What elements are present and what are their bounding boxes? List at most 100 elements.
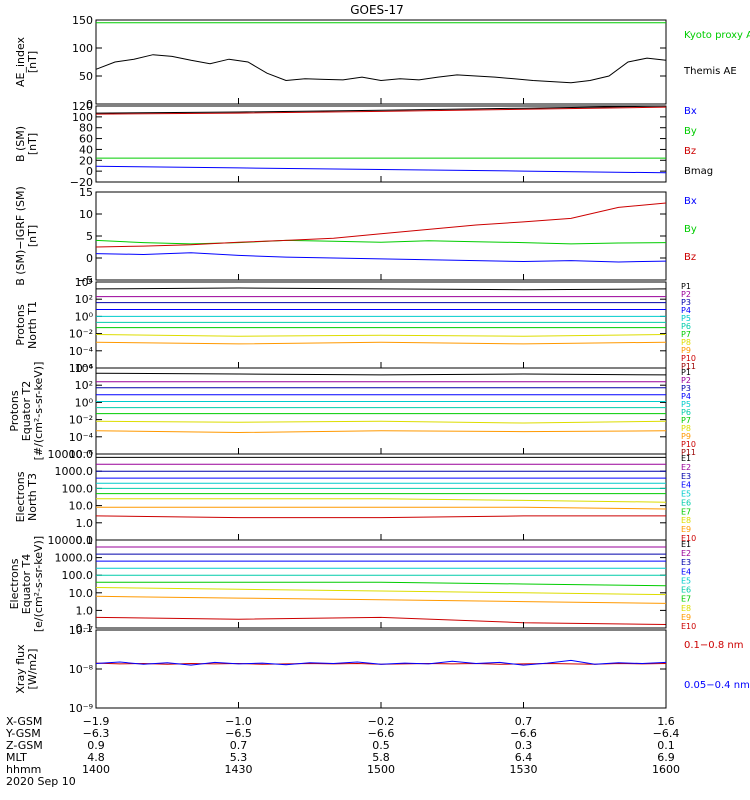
legend-entry: E10 <box>681 534 696 543</box>
series-line-p8 <box>95 334 667 337</box>
series-line-e9 <box>96 506 667 510</box>
panel-5: 10⁻⁶ 10⁻⁴ 10⁻² 10⁰ 10² 10⁴ ProtonsEquator T2[#… <box>8 362 696 461</box>
y-tick-label: 10² <box>75 293 93 306</box>
legend-entry: By <box>684 126 697 137</box>
legend-entry: E1 <box>681 540 691 549</box>
panel-frame <box>95 281 667 369</box>
series-line-e8 <box>96 498 667 503</box>
legend-entry: Bz <box>684 252 696 263</box>
y-tick-label: 5 <box>86 230 93 243</box>
series-line-e10 <box>95 616 667 625</box>
legend-entry: E8 <box>681 604 691 613</box>
legend-entry: P2 <box>681 376 691 385</box>
y-axis-label: B (SM)−IGRF (SM)[nT] <box>14 186 39 286</box>
y-axis-label: Xray flux[W/m2] <box>14 644 39 694</box>
y-tick-label: 10⁻⁶ <box>69 362 94 375</box>
legend-entry: Kyoto proxy AE <box>684 30 750 41</box>
legend-entry: P1 <box>681 368 691 377</box>
panel-frame <box>95 105 667 183</box>
series-line-bx <box>95 252 667 263</box>
y-tick-label: 10⁰ <box>75 396 94 409</box>
panel-frame <box>95 539 667 629</box>
panel-7: 0.1 1.0 10.0 100.0 1000.0 10000.0ElectronsEqu… <box>8 534 696 635</box>
x-tick-label: 1500 <box>367 763 395 776</box>
legend-entry: E9 <box>681 613 691 622</box>
legend-entry: E2 <box>681 463 691 472</box>
x-tick-label: −6.4 <box>653 727 680 740</box>
x-tick-label: −1.9 <box>83 715 110 728</box>
legend-entry: P2 <box>681 290 691 299</box>
y-tick-label: 0 <box>86 165 93 178</box>
legend-entry: E3 <box>681 472 691 481</box>
legend-entry: Bx <box>684 196 697 207</box>
x-tick-label: 6.4 <box>515 751 533 764</box>
panel-3: −5 0 5 10 15 B (SM)−IGRF (SM)[nT] Bx By Bz <box>14 186 697 287</box>
legend-entry: E6 <box>681 586 691 595</box>
legend-entry: Bmag <box>684 166 713 177</box>
y-tick-label: 10⁻⁴ <box>69 345 94 358</box>
x-tick-label: −6.3 <box>83 727 110 740</box>
x-tick-label: 0.7 <box>515 715 533 728</box>
series-line-p1 <box>95 372 667 376</box>
y-axis-label: ProtonsEquator T2[#/(cm²-s-sr-keV)] <box>8 362 45 461</box>
y-axis-label: ElectronsEquator T4[e/(cm²-s-sr-keV)] <box>8 536 45 632</box>
y-tick-label: 10⁴ <box>75 362 94 375</box>
panel-frame <box>95 629 667 709</box>
legend-entry: E9 <box>681 525 691 534</box>
y-tick-label: 120 <box>72 100 93 113</box>
x-tick-label: 1600 <box>652 763 680 776</box>
panel-frame <box>95 191 667 281</box>
legend-entry: P6 <box>681 322 691 331</box>
y-tick-label: 10⁻² <box>69 328 93 341</box>
legend-entry: E7 <box>681 507 691 516</box>
series-line-e9 <box>95 595 667 604</box>
y-axis-label: ElectronsNorth T3 <box>14 471 39 522</box>
x-row-label: Z-GSM <box>6 739 43 752</box>
series-line-bz <box>95 202 667 248</box>
y-tick-label: 10.0 <box>69 587 94 600</box>
series-line-e10 <box>95 515 666 519</box>
x-row-label: Y-GSM <box>5 727 41 740</box>
y-tick-label: 100 <box>72 111 93 124</box>
series-line-p9 <box>95 430 667 434</box>
x-tick-label: 1430 <box>225 763 253 776</box>
x-axis-annotations: X-GSM −1.9 −1.0 −0.2 0.7 1.6 Y-GSM −6.3 −6.5 −6.6… <box>5 98 680 788</box>
x-tick-label: −6.6 <box>510 727 537 740</box>
legend-entry: P4 <box>681 392 691 401</box>
y-tick-label: 1.0 <box>76 604 94 617</box>
y-tick-label: 10⁻² <box>69 414 93 427</box>
y-axis-label: B (SM)[nT] <box>14 126 39 162</box>
panel-8: 10⁻⁹ 10⁻⁸ 10⁻⁷ Xray flux[W/m2] 0.1−0.8 nm 0.0… <box>14 624 750 715</box>
x-tick-label: 6.9 <box>657 751 675 764</box>
y-tick-label: 0.1 <box>76 534 94 547</box>
series-line-bmag <box>95 105 667 114</box>
series-line-bz <box>95 106 667 115</box>
y-tick-label: 0 <box>86 98 93 111</box>
y-axis-label: AE_index[nT] <box>14 36 39 87</box>
panel-frame <box>95 367 667 455</box>
y-tick-label: 10² <box>75 379 93 392</box>
y-tick-label: 10⁻⁹ <box>69 702 93 715</box>
legend-entry: E3 <box>681 558 691 567</box>
x-tick-label: −6.6 <box>368 727 395 740</box>
x-row-label: hhmm <box>6 763 41 776</box>
legend-entry: P8 <box>681 424 691 433</box>
legend-entry: E4 <box>681 481 691 490</box>
chart-title: GOES-17 <box>350 3 404 17</box>
y-tick-label: 10⁰ <box>75 310 94 323</box>
legend-entry: E4 <box>681 567 691 576</box>
y-tick-label: 0.1 <box>76 622 94 635</box>
x-tick-label: 1530 <box>510 763 538 776</box>
legend-entry: E6 <box>681 498 691 507</box>
y-tick-label: 20 <box>79 154 93 167</box>
x-tick-label: 5.3 <box>230 751 248 764</box>
legend-entry: P5 <box>681 400 691 409</box>
y-tick-label: 10⁻⁷ <box>69 624 93 637</box>
x-tick-label: 0.3 <box>515 739 533 752</box>
series-line-0-05-0-4-nm <box>95 659 667 666</box>
y-tick-label: 1000.0 <box>55 552 94 565</box>
legend-entry: P10 <box>681 440 696 449</box>
legend-entry: Themis AE <box>683 66 737 77</box>
